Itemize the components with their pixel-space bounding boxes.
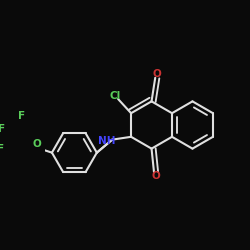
Text: O: O: [152, 70, 161, 80]
Text: F: F: [0, 124, 5, 134]
Text: NH: NH: [98, 136, 116, 146]
Text: O: O: [151, 170, 160, 180]
Text: F: F: [18, 111, 25, 121]
Text: Cl: Cl: [109, 91, 120, 101]
Text: F: F: [0, 144, 4, 154]
Text: O: O: [32, 139, 41, 149]
